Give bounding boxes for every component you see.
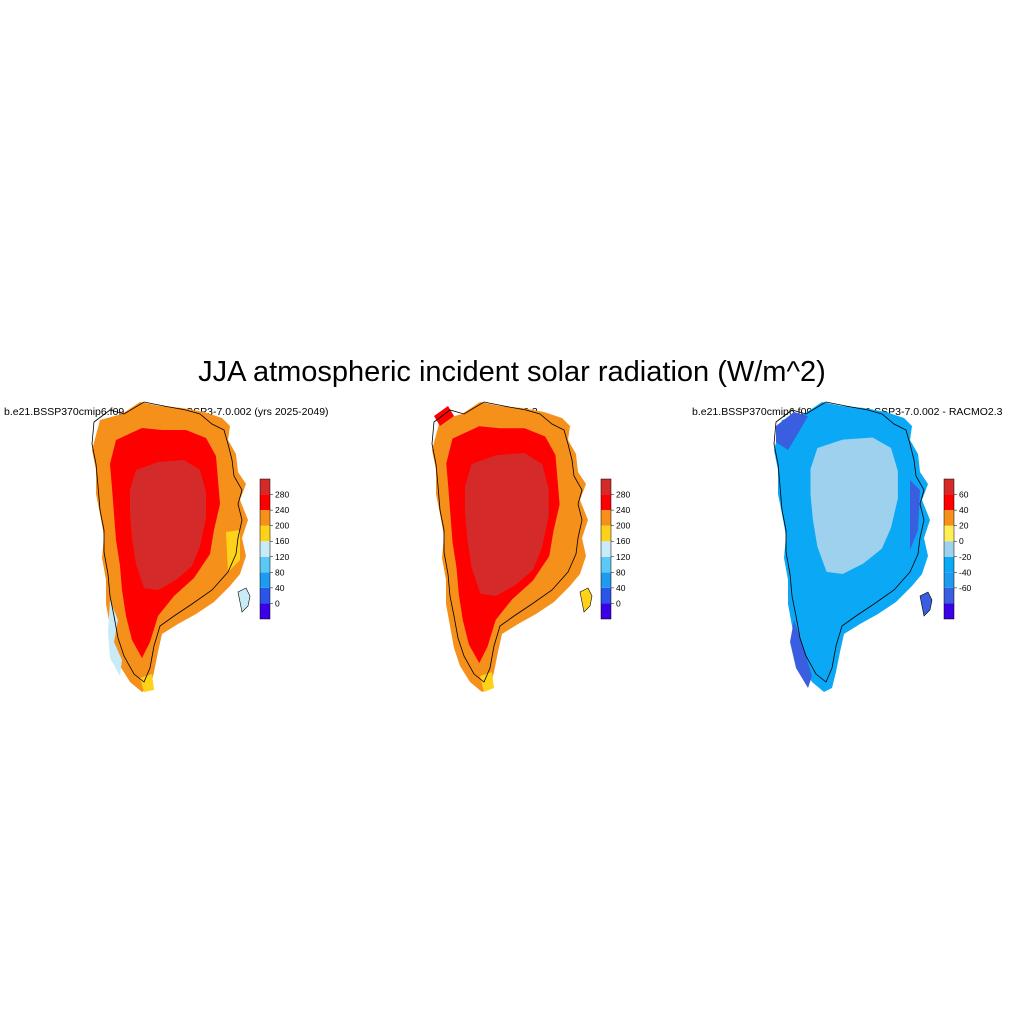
colorbar-swatch xyxy=(601,587,611,604)
map-panel-obs xyxy=(431,401,593,692)
colorbar-swatch xyxy=(944,525,954,542)
colorbar-tick-label: 240 xyxy=(275,505,289,515)
east-coast-darkblue xyxy=(910,480,920,550)
southern-tip-yellow xyxy=(140,674,154,692)
colorbar-swatch xyxy=(601,603,611,619)
colorbar-tick-label: 160 xyxy=(616,536,630,546)
colorbar-tick-label: 0 xyxy=(616,598,621,608)
colorbar-diff: -60 -40 -20 0 20 40 60 xyxy=(943,478,972,620)
island xyxy=(919,591,933,617)
colorbar-swatch xyxy=(601,556,611,573)
colorbar-frame xyxy=(600,478,612,620)
colorbar-swatch xyxy=(601,479,611,495)
figure-title: JJA atmospheric incident solar radiation… xyxy=(198,356,826,388)
colorbar-tick-label: 40 xyxy=(616,583,626,593)
colorbar-tick-label: 80 xyxy=(275,567,285,577)
colorbar-swatch xyxy=(944,494,954,511)
colorbar-swatch xyxy=(944,479,954,495)
colorbar-tick-label: 120 xyxy=(616,552,630,562)
colorbar-tick-label: -20 xyxy=(959,552,972,562)
colorbar-tick-label: 240 xyxy=(616,505,630,515)
map-panel-diff xyxy=(773,401,933,692)
island xyxy=(579,587,593,613)
colorbar-swatch xyxy=(944,572,954,588)
east-coast-yellow xyxy=(226,530,240,572)
colorbar-swatch xyxy=(260,603,270,619)
island xyxy=(237,587,251,613)
southwest-darkblue xyxy=(790,620,812,688)
colorbar-tick-label: 160 xyxy=(275,536,289,546)
colorbar-swatch xyxy=(260,494,270,511)
colorbar-swatch xyxy=(260,479,270,495)
colorbar-tick-label: 120 xyxy=(275,552,289,562)
colorbar-swatch xyxy=(260,572,270,588)
colorbar-swatch xyxy=(601,494,611,511)
colorbar-swatch xyxy=(944,603,954,619)
colorbar-swatch xyxy=(601,541,611,557)
colorbar-frame xyxy=(943,478,955,620)
colorbar-tick-label: 0 xyxy=(959,536,964,546)
colorbar-tick-label: 40 xyxy=(275,583,285,593)
colorbar-swatch xyxy=(260,541,270,557)
colorbar-tick-label: -40 xyxy=(959,567,972,577)
colorbar-tick-label: 280 xyxy=(275,490,289,500)
colorbar-swatch xyxy=(260,556,270,573)
colorbar-swatch xyxy=(944,510,954,526)
colorbar-model: 0 40 80 120 160 200 240 280 xyxy=(259,478,289,620)
southwest-lightblue xyxy=(108,600,122,676)
colorbar-swatch xyxy=(260,510,270,526)
colorbar-swatch xyxy=(260,587,270,604)
southern-tip-yellow xyxy=(480,672,494,692)
colorbar-swatch xyxy=(944,587,954,604)
colorbar-swatch xyxy=(944,541,954,557)
colorbar-tick-label: 40 xyxy=(959,505,969,515)
colorbar-obs: 0 40 80 120 160 200 240 280 xyxy=(600,478,630,620)
colorbar-swatch xyxy=(944,556,954,573)
colorbar-tick-label: -60 xyxy=(959,583,972,593)
colorbar-tick-label: 20 xyxy=(959,521,969,531)
colorbar-swatch xyxy=(601,525,611,542)
colorbar-tick-label: 200 xyxy=(616,521,630,531)
colorbar-tick-label: 80 xyxy=(616,567,626,577)
colorbar-tick-label: 200 xyxy=(275,521,289,531)
colorbar-frame xyxy=(259,478,271,620)
colorbar-swatch xyxy=(601,572,611,588)
colorbar-tick-label: 0 xyxy=(275,598,280,608)
map-panel-model xyxy=(91,401,251,692)
colorbar-swatch xyxy=(260,525,270,542)
northwest-darkblue xyxy=(776,412,808,450)
colorbar-tick-label: 280 xyxy=(616,490,630,500)
colorbar-swatch xyxy=(601,510,611,526)
colorbar-tick-label: 60 xyxy=(959,490,969,500)
